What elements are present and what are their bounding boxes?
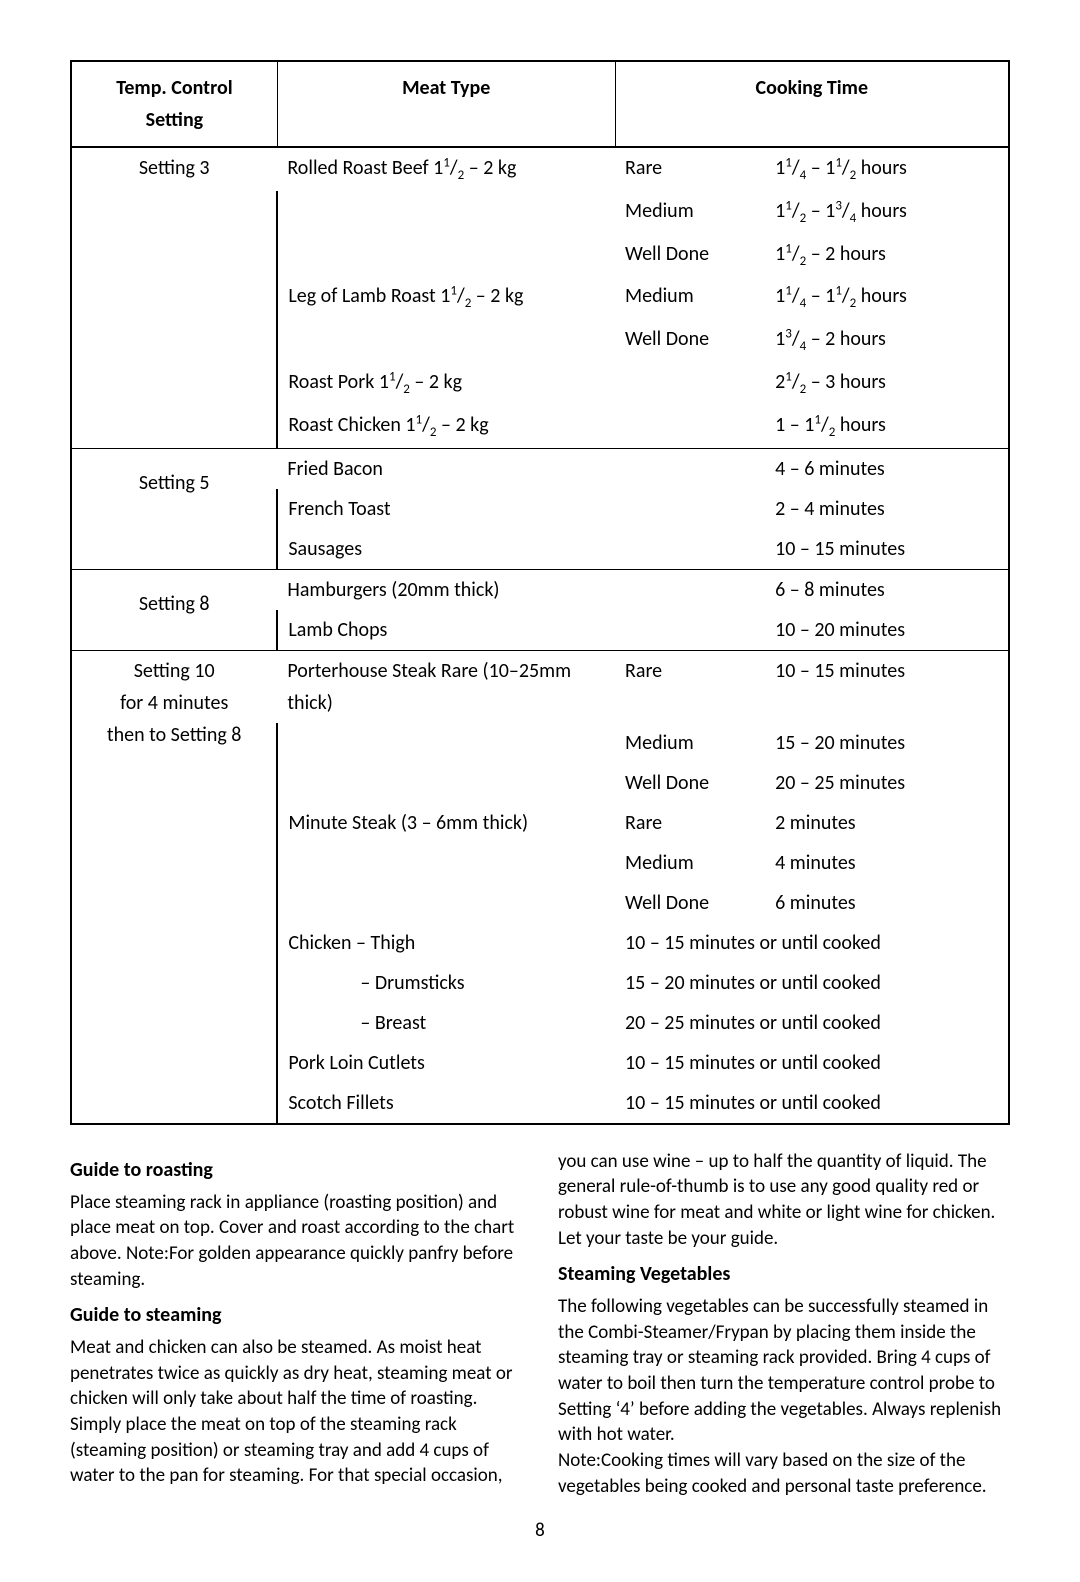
header-meat: Meat Type (277, 61, 615, 147)
doneness-cell (615, 529, 765, 570)
time-cell: 1 – 11/2 hours (765, 405, 1009, 448)
roasting-body: Place steaming rack in appliance (roasti… (70, 1190, 522, 1293)
meat-cell: Pork Loin Cutlets (277, 1043, 615, 1083)
time-cell: 10 – 15 minutes or until cooked (615, 1083, 1009, 1124)
doneness-cell: Rare (615, 147, 765, 191)
meat-cell: Roast Pork 11/2 – 2 kg (277, 362, 615, 405)
time-cell: 11/2 – 13/4 hours (765, 191, 1009, 234)
table-row: Setting 5Fried Bacon4 – 6 minutes (71, 448, 1009, 489)
meat-cell: Porterhouse Steak Rare (10–25mm thick) (277, 650, 615, 723)
page-number: 8 (70, 1519, 1010, 1542)
time-cell: 4 minutes (765, 843, 1009, 883)
doneness-cell: Well Done (615, 319, 765, 362)
doneness-cell: Well Done (615, 234, 765, 277)
time-cell: 6 minutes (765, 883, 1009, 923)
setting-cell: Setting 10for 4 minutesthen to Setting 8 (71, 650, 277, 1124)
meat-cell: Roast Chicken 11/2 – 2 kg (277, 405, 615, 448)
doneness-cell: Rare (615, 803, 765, 843)
setting-cell: Setting 3 (71, 147, 277, 448)
meat-cell: Chicken – Thigh (277, 923, 615, 963)
doneness-cell: Medium (615, 723, 765, 763)
table-row: Setting 8Hamburgers (20mm thick)6 – 8 mi… (71, 569, 1009, 610)
cooking-time-table: Temp. ControlSetting Meat Type Cooking T… (70, 60, 1010, 1125)
time-cell: 13/4 – 2 hours (765, 319, 1009, 362)
meat-cell: Leg of Lamb Roast 11/2 – 2 kg (277, 276, 615, 319)
time-cell: 15 – 20 minutes (765, 723, 1009, 763)
doneness-cell: Well Done (615, 763, 765, 803)
meat-cell (277, 723, 615, 763)
meat-cell: – Breast (277, 1003, 615, 1043)
meat-cell (277, 763, 615, 803)
meat-cell: Minute Steak (3 – 6mm thick) (277, 803, 615, 843)
meat-cell: Hamburgers (20mm thick) (277, 569, 615, 610)
doneness-cell (615, 405, 765, 448)
meat-cell (277, 883, 615, 923)
steam-veg-title: Steaming Vegetables (558, 1261, 1010, 1288)
time-cell: 21/2 – 3 hours (765, 362, 1009, 405)
meat-cell: Rolled Roast Beef 11/2 – 2 kg (277, 147, 615, 191)
time-cell: 20 – 25 minutes (765, 763, 1009, 803)
steaming-title: Guide to steaming (70, 1302, 522, 1329)
time-cell: 11/2 – 2 hours (765, 234, 1009, 277)
time-cell: 10 – 15 minutes (765, 650, 1009, 723)
time-cell: 10 – 15 minutes (765, 529, 1009, 570)
meat-cell (277, 319, 615, 362)
doneness-cell: Medium (615, 276, 765, 319)
meat-cell (277, 191, 615, 234)
time-cell: 10 – 15 minutes or until cooked (615, 1043, 1009, 1083)
header-setting: Temp. ControlSetting (71, 61, 277, 147)
time-cell: 10 – 15 minutes or until cooked (615, 923, 1009, 963)
meat-cell: Fried Bacon (277, 448, 615, 489)
time-cell: 11/4 – 11/2 hours (765, 276, 1009, 319)
meat-cell: – Drumsticks (277, 963, 615, 1003)
doneness-cell: Medium (615, 191, 765, 234)
meat-cell: Lamb Chops (277, 610, 615, 651)
doneness-cell (615, 362, 765, 405)
time-cell: 2 – 4 minutes (765, 489, 1009, 529)
time-cell: 4 – 6 minutes (765, 448, 1009, 489)
header-time: Cooking Time (615, 61, 1009, 147)
doneness-cell: Well Done (615, 883, 765, 923)
table-row: Setting 10for 4 minutesthen to Setting 8… (71, 650, 1009, 723)
doneness-cell (615, 569, 765, 610)
doneness-cell (615, 610, 765, 651)
time-cell: 10 – 20 minutes (765, 610, 1009, 651)
guides-columns: Guide to roasting Place steaming rack in… (70, 1149, 1010, 1500)
doneness-cell: Rare (615, 650, 765, 723)
time-cell: 6 – 8 minutes (765, 569, 1009, 610)
time-cell: 2 minutes (765, 803, 1009, 843)
meat-cell: Sausages (277, 529, 615, 570)
setting-cell: Setting 5 (71, 448, 277, 569)
time-cell: 11/4 – 11/2 hours (765, 147, 1009, 191)
doneness-cell (615, 489, 765, 529)
doneness-cell: Medium (615, 843, 765, 883)
meat-cell (277, 843, 615, 883)
steam-veg-body: The following vegetables can be successf… (558, 1294, 1010, 1499)
table-row: Setting 3Rolled Roast Beef 11/2 – 2 kgRa… (71, 147, 1009, 191)
meat-cell: Scotch Fillets (277, 1083, 615, 1124)
time-cell: 20 – 25 minutes or until cooked (615, 1003, 1009, 1043)
time-cell: 15 – 20 minutes or until cooked (615, 963, 1009, 1003)
meat-cell: French Toast (277, 489, 615, 529)
meat-cell (277, 234, 615, 277)
setting-cell: Setting 8 (71, 569, 277, 650)
roasting-title: Guide to roasting (70, 1157, 522, 1184)
doneness-cell (615, 448, 765, 489)
